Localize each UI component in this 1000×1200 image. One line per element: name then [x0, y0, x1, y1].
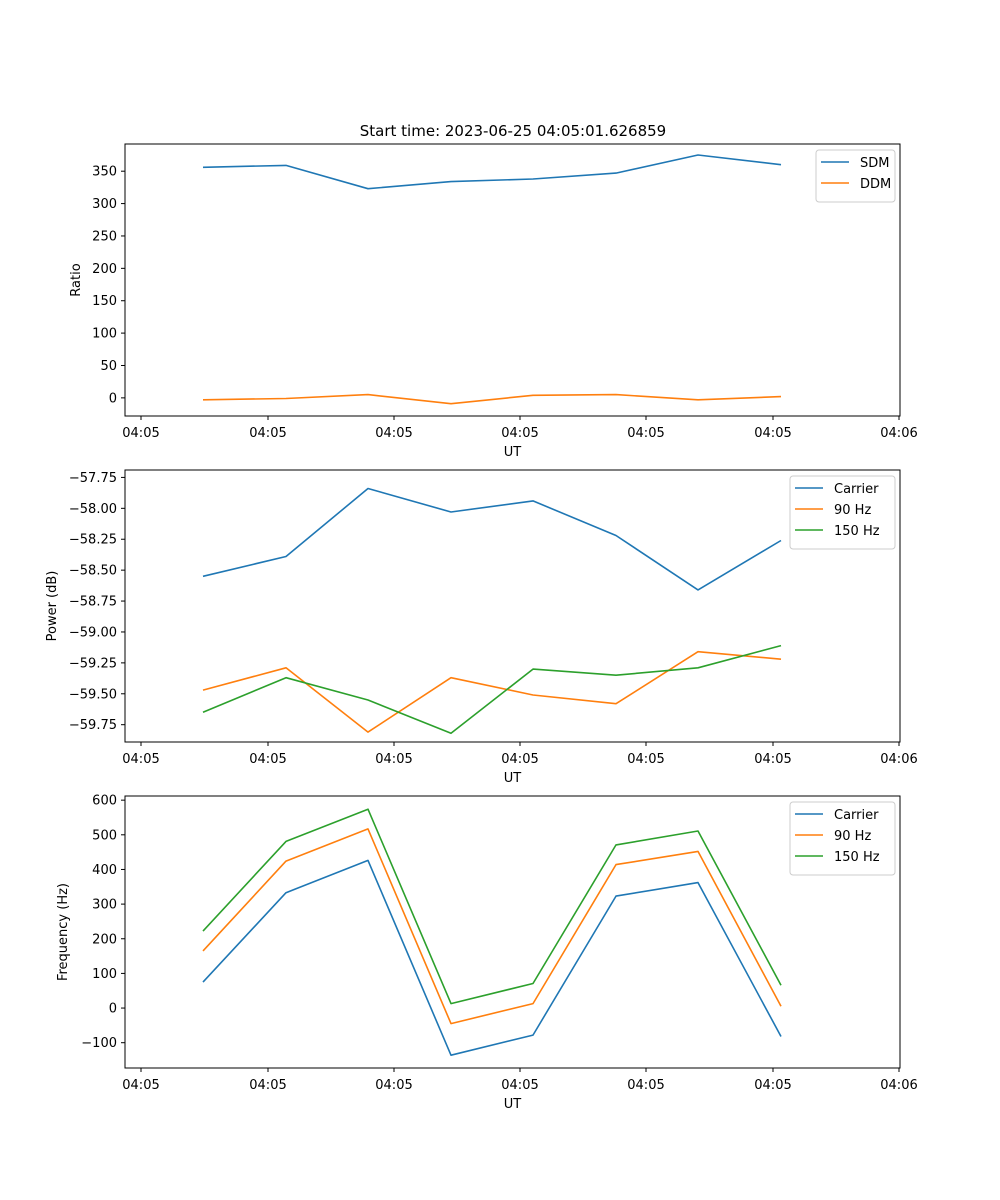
axes-frame [124, 469, 901, 743]
axes-frame [124, 143, 901, 417]
y-tick-label: 100 [92, 327, 117, 342]
y-tick-label: 100 [92, 967, 117, 982]
x-tick-label: 04:05 [375, 426, 412, 441]
y-tick-label: 200 [92, 262, 117, 277]
y-tick-label: −100 [81, 1036, 117, 1051]
y-tick-label: 300 [92, 197, 117, 212]
x-tick-label: 04:05 [754, 752, 791, 767]
x-tick-label: 04:05 [754, 1078, 791, 1093]
y-tick-label: 400 [92, 863, 117, 878]
x-tick-label: 04:05 [501, 426, 538, 441]
y-tick-label: 350 [92, 165, 117, 180]
x-tick-label: 04:05 [627, 752, 664, 767]
x-axis-label: UT [504, 1097, 522, 1112]
y-tick-label: −59.25 [69, 656, 117, 671]
x-axis-label: UT [504, 445, 522, 460]
y-tick-label: −58.00 [69, 502, 117, 517]
x-tick-label: 04:06 [880, 426, 917, 441]
chart-2: 04:05 04:05 04:05 04:05 04:05 04:05 04:06 −59.7… [45, 469, 918, 786]
series-line-150-hz [202, 644, 782, 735]
y-tick-label: −59.00 [69, 625, 117, 640]
y-tick-label: 500 [92, 828, 117, 843]
legend: SDM DDM [815, 149, 896, 203]
y-tick-label: 600 [92, 794, 117, 809]
series-line-90-hz [202, 828, 782, 1025]
x-tick-label: 04:05 [249, 1078, 286, 1093]
y-tick-label: 0 [109, 391, 117, 406]
y-tick-label: −58.50 [69, 564, 117, 579]
x-tick-label: 04:05 [627, 426, 664, 441]
legend-label: 90 Hz [834, 503, 871, 518]
charts-container: 04:05 04:05 04:05 04:05 04:05 04:05 04:06 0 50 10… [45, 143, 918, 1112]
y-tick-label: −57.75 [69, 471, 117, 486]
series-line-carrier [202, 859, 782, 1056]
y-tick-label: −59.75 [69, 718, 117, 733]
legend-label: 150 Hz [834, 850, 880, 865]
legend-box [815, 149, 896, 203]
y-tick-label: 250 [92, 229, 117, 244]
legend-label: 90 Hz [834, 829, 871, 844]
y-tick-label: 150 [92, 294, 117, 309]
y-tick-label: −58.25 [69, 533, 117, 548]
y-axis-label: Ratio [69, 263, 84, 296]
y-axis-label: Power (dB) [45, 571, 60, 642]
chart-1: 04:05 04:05 04:05 04:05 04:05 04:05 04:06 0 50 10… [69, 143, 918, 460]
x-tick-label: 04:05 [501, 1078, 538, 1093]
y-tick-label: 300 [92, 898, 117, 913]
y-axis-label: Frequency (Hz) [56, 883, 71, 981]
x-tick-label: 04:05 [754, 426, 791, 441]
y-tick-label: 50 [100, 359, 117, 374]
y-tick-label: −58.75 [69, 595, 117, 610]
legend-label: 150 Hz [834, 524, 880, 539]
legend-label: Carrier [834, 482, 879, 497]
series-line-sdm [202, 154, 782, 190]
series-line-ddm [202, 393, 782, 405]
x-tick-label: 04:06 [880, 752, 917, 767]
figure-title: Start time: 2023-06-25 04:05:01.626859 [360, 122, 666, 140]
chart-3: 04:05 04:05 04:05 04:05 04:05 04:05 04:06 −100 0… [56, 794, 918, 1112]
y-tick-label: −59.50 [69, 687, 117, 702]
x-tick-label: 04:05 [122, 752, 159, 767]
legend-label: SDM [860, 156, 889, 171]
x-tick-label: 04:05 [122, 426, 159, 441]
series-line-150-hz [202, 808, 782, 1005]
x-tick-label: 04:05 [249, 752, 286, 767]
x-tick-label: 04:05 [501, 752, 538, 767]
axes-frame [124, 795, 901, 1069]
x-tick-label: 04:05 [375, 1078, 412, 1093]
x-tick-label: 04:05 [375, 752, 412, 767]
x-tick-label: 04:06 [880, 1078, 917, 1093]
legend-label: Carrier [834, 808, 879, 823]
x-axis-label: UT [504, 771, 522, 786]
series-line-carrier [202, 487, 782, 591]
x-tick-label: 04:05 [122, 1078, 159, 1093]
x-tick-label: 04:05 [249, 426, 286, 441]
y-tick-label: 0 [109, 1002, 117, 1017]
legend: Carrier 90 Hz 150 Hz [789, 801, 896, 876]
legend: Carrier 90 Hz 150 Hz [789, 475, 896, 550]
legend-label: DDM [860, 177, 891, 192]
y-tick-label: 200 [92, 932, 117, 947]
series-line-90-hz [202, 650, 782, 733]
x-tick-label: 04:05 [627, 1078, 664, 1093]
